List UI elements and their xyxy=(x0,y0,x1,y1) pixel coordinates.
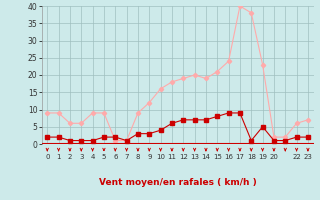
X-axis label: Vent moyen/en rafales ( km/h ): Vent moyen/en rafales ( km/h ) xyxy=(99,178,256,187)
